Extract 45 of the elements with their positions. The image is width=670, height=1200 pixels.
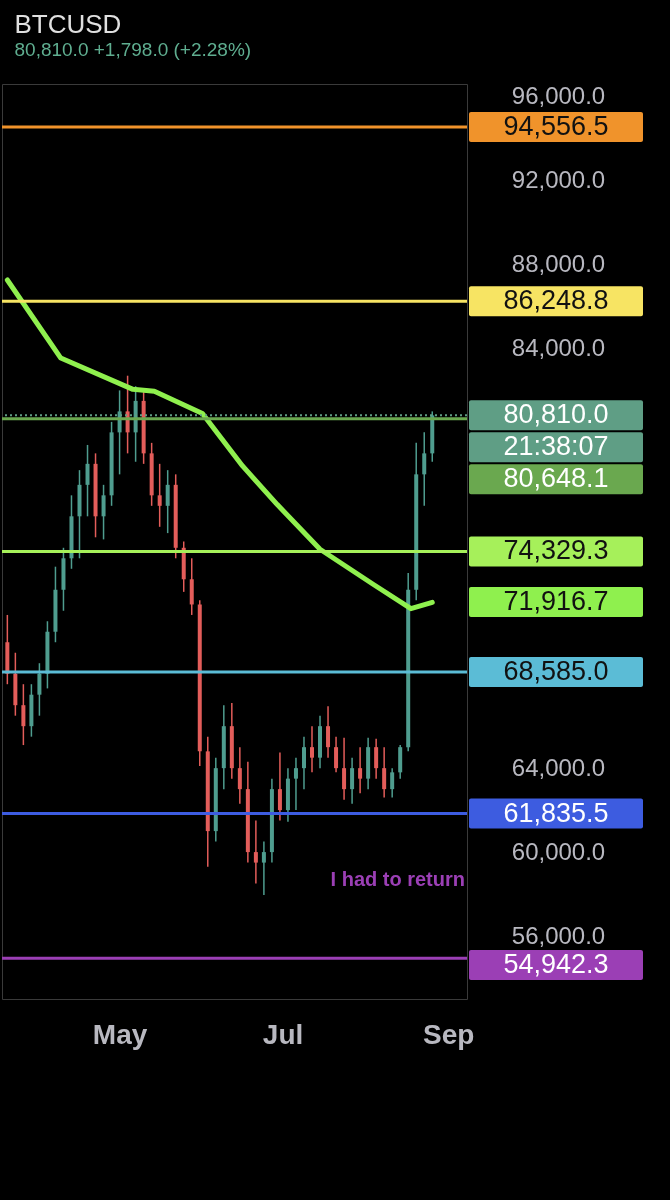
candlestick [390,767,395,799]
chart-subtitle: 80,810.0 +1,798.0 (+2.28%) [14,39,252,60]
ref-line-label: 74,329.3 [503,535,609,566]
x-tick-label: Sep [423,1018,475,1050]
y-tick-label: 92,000.0 [511,166,606,194]
candlestick [85,444,90,518]
candlestick [37,662,42,717]
ref-line-label: 80,648.1 [503,463,609,494]
candlestick [157,463,162,528]
candlestick [358,746,363,795]
candlestick [101,484,106,541]
candlestick [382,746,387,799]
candlestick [326,705,331,759]
ref-line-label: 80,810.0 [503,399,609,430]
candlestick [342,736,347,801]
y-tick-label: 56,000.0 [511,921,606,949]
candlestick [310,725,314,774]
x-tick-label: Jul [262,1018,304,1050]
annotation: 71,916.7 [503,586,609,617]
ref-line-label: 54,942.3 [503,949,609,980]
candlestick [261,840,266,896]
candlestick [374,738,379,780]
candlestick [165,469,170,534]
annotation: I had to return [330,868,465,891]
annotation: 21:38:07 [503,431,609,462]
candlestick [293,756,298,811]
y-tick-label: 84,000.0 [511,333,606,361]
y-tick-label: 60,000.0 [511,837,606,865]
candlestick [350,756,355,805]
y-tick-label: 96,000.0 [511,82,606,110]
chart-title: BTCUSD [14,9,122,39]
candlestick [277,751,282,822]
candlestick [334,735,339,774]
candlestick [301,735,306,790]
candlestick [21,683,26,746]
x-tick-label: May [92,1018,148,1050]
candlestick [422,431,427,507]
y-tick-label: 64,000.0 [511,753,606,781]
ref-line-label: 94,556.5 [503,110,609,141]
ref-line-label: 68,585.0 [503,655,609,686]
candlestick [253,819,258,885]
ref-line-label: 61,835.5 [503,797,609,828]
ref-line-label: 86,248.8 [503,285,609,316]
y-tick-label: 88,000.0 [511,249,606,277]
candlestick [237,746,242,805]
